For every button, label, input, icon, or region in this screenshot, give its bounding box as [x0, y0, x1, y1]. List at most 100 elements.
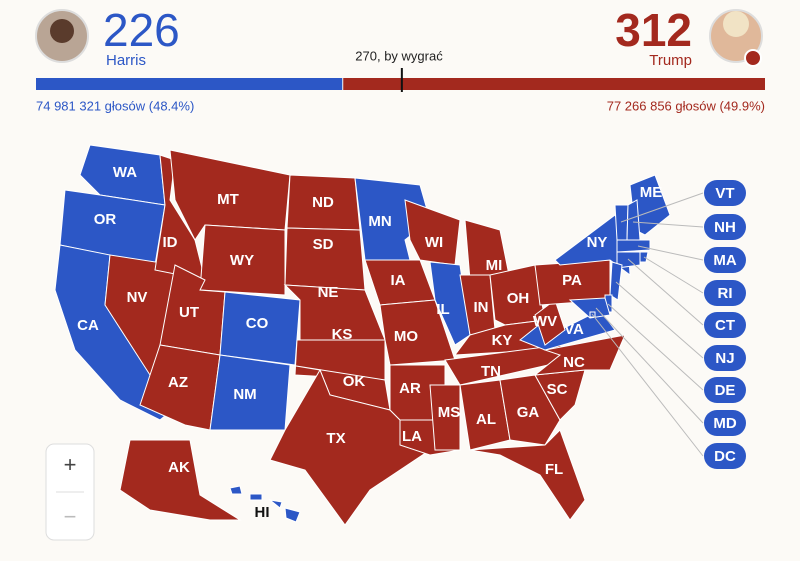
harris-name: Harris [106, 52, 146, 69]
zoom-out[interactable]: − [64, 504, 77, 529]
callout-line [615, 281, 704, 359]
state-shape[interactable] [469, 429, 586, 521]
state-label: FL [545, 461, 563, 478]
state-shape[interactable] [609, 261, 623, 301]
callout-line [595, 307, 704, 424]
state-shape[interactable] [268, 499, 283, 509]
state-shape[interactable] [119, 439, 242, 521]
state-label: KS [332, 326, 353, 343]
state-label: CT [715, 317, 735, 334]
zoom-in[interactable]: + [64, 452, 77, 477]
harris-photo-detail [50, 19, 74, 43]
state-label: CA [77, 317, 99, 334]
state-label: HI [255, 504, 270, 521]
state-label: OH [507, 290, 530, 307]
state-label: OR [94, 211, 117, 228]
state-label: NM [233, 386, 256, 403]
callout-pill[interactable] [704, 180, 746, 206]
state-shape[interactable] [229, 485, 243, 495]
state-label: AK [168, 459, 190, 476]
callout-pill[interactable] [704, 312, 746, 338]
trump-bar [343, 78, 765, 90]
harris-popular-vote: 74 981 321 głosów (48.4%) [36, 98, 194, 113]
trump-popular-vote: 77 266 856 głosów (49.9%) [607, 98, 765, 113]
state-shape[interactable] [614, 204, 629, 241]
state-label: SC [547, 381, 568, 398]
callout-line [627, 258, 704, 326]
state-label: AL [476, 411, 496, 428]
state-label: SD [313, 236, 334, 253]
state-shape[interactable] [616, 239, 651, 253]
callout-pill[interactable] [704, 214, 746, 240]
state-label: VA [564, 321, 584, 338]
callout-pill[interactable] [704, 345, 746, 371]
harris-votes: 226 [103, 4, 180, 56]
callout-line [643, 256, 704, 294]
state-label: MA [713, 252, 736, 269]
trump-name: Trump [649, 52, 692, 69]
state-shape[interactable] [249, 493, 263, 501]
state-shape[interactable] [199, 224, 286, 296]
state-label: RI [718, 285, 733, 302]
state-label: TX [326, 430, 345, 447]
state-shape[interactable] [499, 374, 561, 446]
state-label: ME [640, 184, 663, 201]
state-shape[interactable] [284, 507, 301, 523]
state-label: WV [533, 313, 557, 330]
callout-pill[interactable] [704, 377, 746, 403]
callout-pill[interactable] [704, 247, 746, 273]
trump-photo-detail [723, 11, 749, 37]
state-label: MT [217, 191, 239, 208]
state-label: WA [113, 164, 137, 181]
state-label: IL [436, 301, 449, 318]
state-label: AR [399, 380, 421, 397]
state-label: MS [438, 404, 461, 421]
state-label: LA [402, 428, 422, 445]
state-label: GA [517, 404, 540, 421]
state-label: DE [715, 382, 736, 399]
state-label: ID [163, 234, 178, 251]
state-label: IN [474, 299, 489, 316]
callout-pill[interactable] [704, 280, 746, 306]
threshold-label: 270, by wygrać [355, 48, 443, 63]
state-label: MN [368, 213, 391, 230]
state-label: WY [230, 252, 254, 269]
state-shape[interactable] [269, 368, 431, 526]
state-label: UT [179, 304, 199, 321]
state-label: MD [713, 415, 736, 432]
state-label: NE [318, 284, 339, 301]
callout-line [607, 303, 704, 391]
state-shape[interactable] [533, 334, 626, 376]
state-label: WI [425, 234, 443, 251]
state-label: PA [562, 272, 582, 289]
state-label: ND [312, 194, 334, 211]
state-shape[interactable] [554, 214, 631, 277]
state-label: MO [394, 328, 418, 345]
state-label: IA [391, 272, 406, 289]
state-label: NC [563, 354, 585, 371]
state-label: CO [246, 315, 269, 332]
state-shape[interactable] [429, 384, 461, 451]
state-label: VT [715, 185, 734, 202]
state-label: OK [343, 373, 366, 390]
state-label: KY [492, 332, 513, 349]
callout-line [637, 245, 704, 261]
state-shape[interactable] [379, 299, 456, 366]
winner-badge [744, 49, 762, 67]
callout-pill[interactable] [704, 410, 746, 436]
state-label: NY [587, 234, 608, 251]
state-label: NV [127, 289, 148, 306]
state-shape[interactable] [219, 291, 301, 366]
harris-bar [36, 78, 343, 90]
state-label: NH [714, 219, 736, 236]
callout-pill[interactable] [704, 443, 746, 469]
callout-line [632, 221, 704, 228]
state-label: NJ [715, 350, 734, 367]
callout-line [591, 313, 704, 457]
state-label: TN [481, 363, 501, 380]
state-label: AZ [168, 374, 188, 391]
us-map: WA OR CA NV ID MT WY UT AZ CO NM ND SD NE KS OK TX MN IA MO… [54, 144, 746, 526]
state-label: DC [714, 448, 736, 465]
state-shape[interactable] [429, 261, 471, 346]
